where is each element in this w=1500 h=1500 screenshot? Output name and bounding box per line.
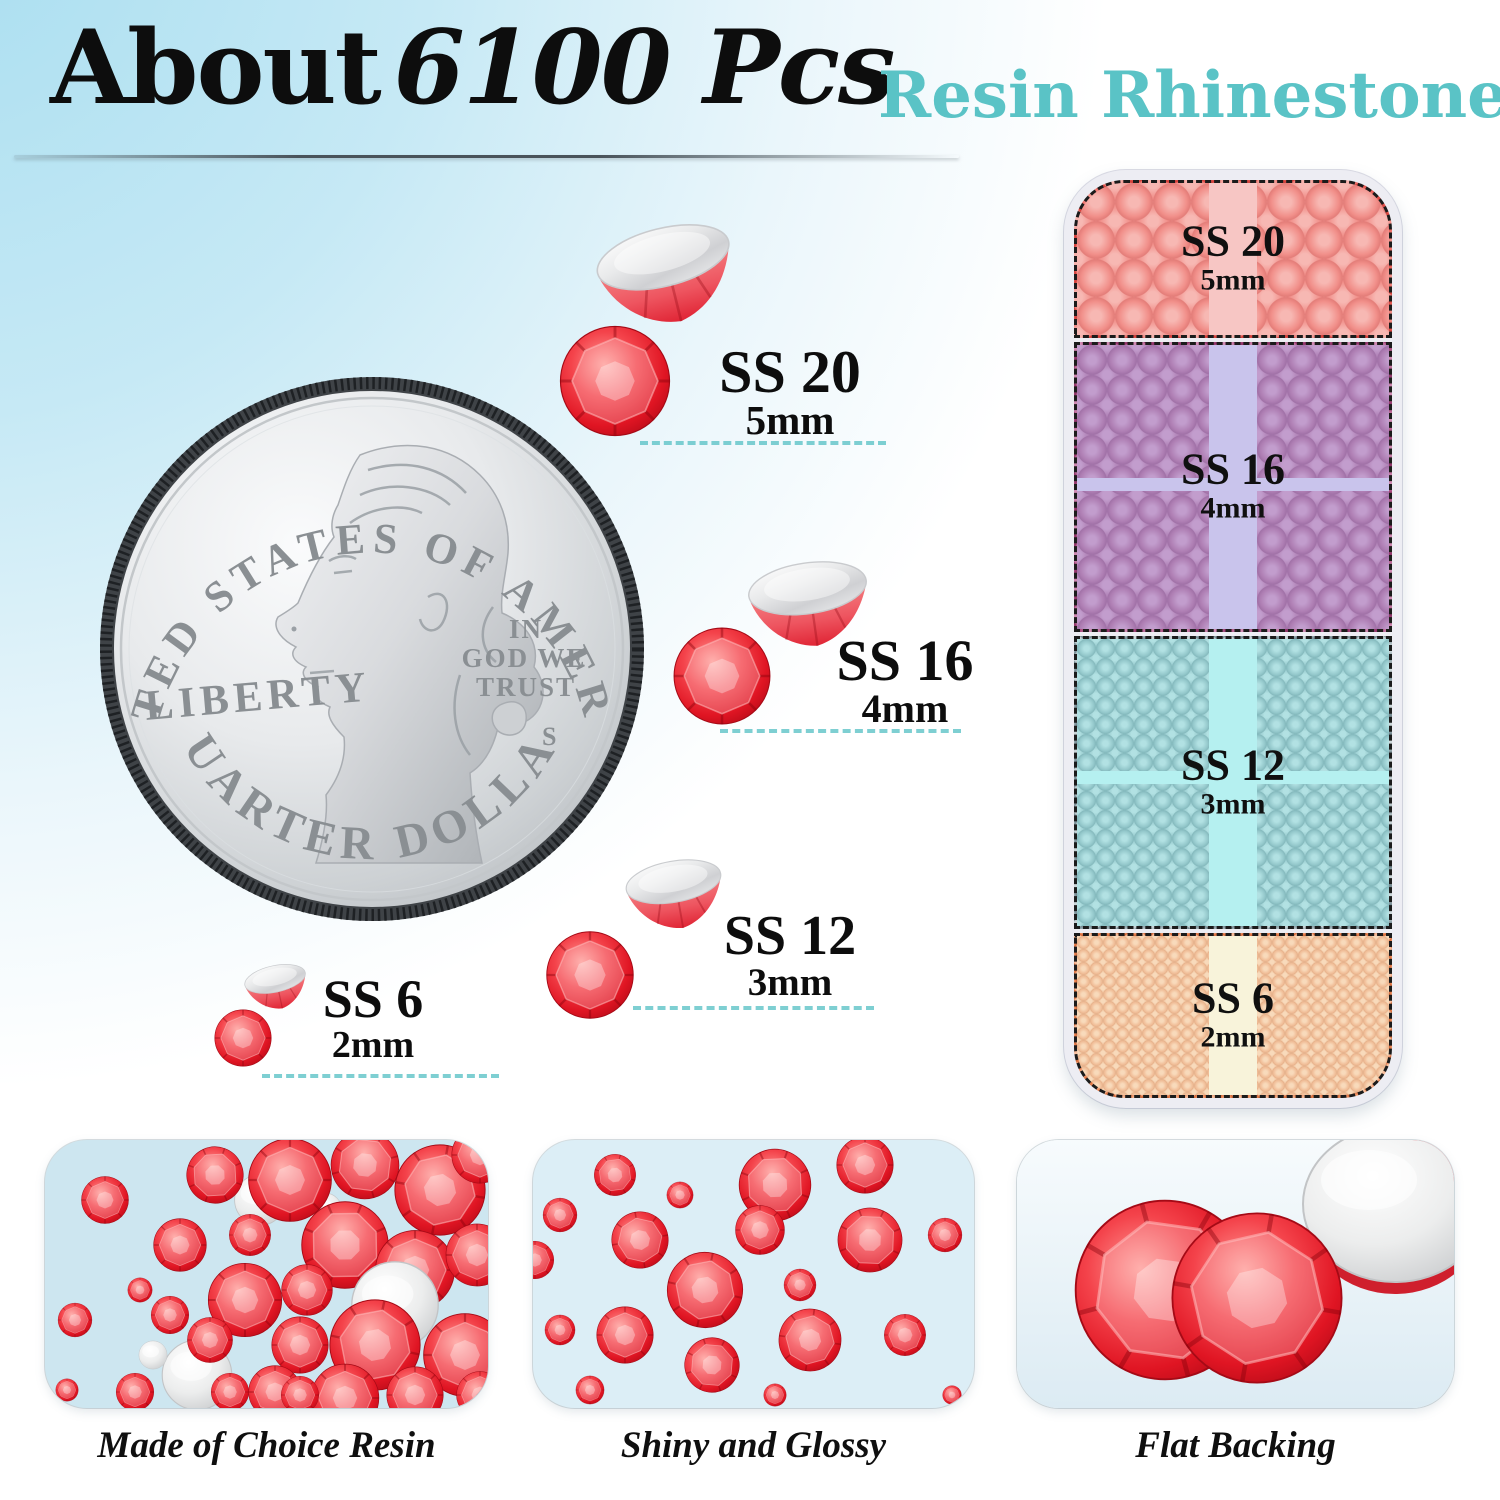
box-section-ss12: SS 12 3mm (1074, 636, 1392, 929)
box-label-ss20-name: SS 20 (1181, 216, 1285, 266)
ss20-mm: 5mm (745, 397, 835, 443)
ss16-top-stone (672, 626, 772, 726)
ss6-underline (262, 1074, 499, 1078)
feature-photo-shiny-stones (533, 1140, 974, 1408)
box-section-ss20: SS 20 5mm (1074, 180, 1392, 338)
box-label-ss12: SS 12 3mm (1077, 740, 1389, 821)
ss20-top-stone (559, 325, 671, 437)
rhinestone-storage-box: SS 20 5mm SS 16 4mm SS 12 3mm (1064, 170, 1402, 1108)
ss16-label: SS 16 (836, 628, 974, 693)
ss20-label: SS 20 (719, 339, 861, 405)
page-subtitle: Resin Rhinestones (878, 58, 1500, 133)
title-prefix: About (50, 8, 382, 128)
ss20-center-strip (1209, 183, 1257, 335)
caption-made-of-resin: Made of Choice Resin (97, 1425, 436, 1466)
box-label-ss16-name: SS 16 (1181, 444, 1285, 494)
caption-flat-backing: Flat Backing (1135, 1425, 1336, 1466)
box-label-ss12-name: SS 12 (1181, 740, 1285, 790)
ss16-mm: 4mm (861, 686, 949, 731)
box-label-ss6: SS 6 2mm (1077, 973, 1389, 1054)
svg-text:IN: IN (509, 614, 543, 644)
coin-mint-mark: S (542, 722, 556, 751)
svg-text:GOD WE: GOD WE (462, 643, 587, 673)
ss20-side-stone (589, 211, 746, 340)
box-label-ss20: SS 20 5mm (1077, 216, 1389, 297)
ss6-mm: 2mm (331, 1024, 415, 1066)
ss20-underline (640, 441, 886, 445)
box-label-ss16-mm: 4mm (1200, 491, 1266, 525)
ss6-center-strip (1209, 936, 1257, 1095)
shiny-stones-graphic (533, 1140, 963, 1407)
resin-pile-graphic (55, 1140, 488, 1408)
coin-motto-text: IN GOD WE TRUST (462, 614, 587, 702)
box-section-ss16: SS 16 4mm (1074, 342, 1392, 632)
feature-photo-flat-backing (1017, 1140, 1454, 1408)
flat-backing-graphic (1017, 1140, 1454, 1408)
ss12-top-stone (545, 930, 635, 1020)
feature-photo-resin-pile (45, 1140, 488, 1408)
header-divider (14, 155, 959, 158)
box-label-ss6-name: SS 6 (1192, 973, 1274, 1023)
title-count: 6100 Pcs (393, 8, 896, 128)
box-section-ss6: SS 6 2mm (1074, 933, 1392, 1098)
ss16-row-divider (1077, 478, 1389, 492)
box-label-ss6-mm: 2mm (1200, 1020, 1266, 1054)
page-title: About 6100 Pcs (50, 8, 896, 128)
ss12-underline (633, 1006, 874, 1010)
box-label-ss12-mm: 3mm (1200, 787, 1266, 821)
ss16-underline (720, 729, 961, 733)
quarter-coin-image: UNITED STATES OF AMERICA QUARTER DOLLAR … (98, 375, 644, 921)
washington-bust-graphic (275, 444, 544, 864)
ss12-row-divider (1077, 771, 1389, 785)
ss12-label: SS 12 (723, 905, 857, 967)
ss12-mm: 3mm (747, 961, 833, 1004)
ss6-label: SS 6 (322, 969, 424, 1029)
box-label-ss20-mm: 5mm (1200, 263, 1266, 297)
box-label-ss16: SS 16 4mm (1077, 444, 1389, 525)
svg-text:TRUST: TRUST (476, 672, 576, 702)
caption-shiny-glossy: Shiny and Glossy (620, 1425, 887, 1466)
